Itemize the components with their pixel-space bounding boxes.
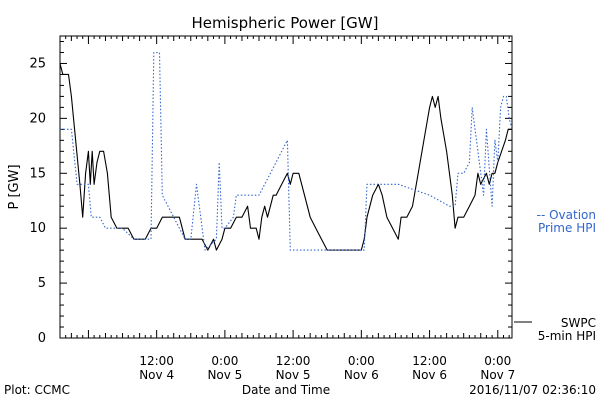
legend-ovation: -- Ovation Prime HPI (537, 208, 596, 235)
legend-ovation-line1: -- Ovation (537, 208, 596, 222)
y-tick-label: 5 (38, 276, 46, 291)
x-tick-label-date: Nov 6 (344, 368, 379, 382)
x-tick-label-date: Nov 5 (276, 368, 311, 382)
legend-swpc: SWPC 5-min HPI (514, 316, 596, 343)
plot-timestamp: 2016/11/07 02:36:10 (469, 383, 596, 397)
y-tick-label: 20 (29, 111, 46, 126)
chart-title: Hemispheric Power [GW] (192, 14, 379, 32)
y-tick-label: 15 (29, 166, 46, 181)
y-axis-label: P [GW] (7, 164, 22, 209)
x-tick-label-time: 12:00 (139, 354, 174, 368)
y-tick-label: 10 (29, 221, 46, 236)
plot-area-frame (59, 35, 513, 339)
x-tick-label-date: Nov 6 (412, 368, 447, 382)
y-tick-label: 25 (29, 56, 46, 71)
x-tick-label-time: 0:00 (484, 354, 511, 368)
legend-ovation-line2: Prime HPI (538, 221, 596, 235)
x-tick-label-time: 12:00 (276, 354, 311, 368)
y-tick-label: 0 (38, 331, 46, 346)
series-ovation-line (60, 51, 513, 251)
legend-swpc-line2: 5-min HPI (538, 329, 596, 343)
x-tick-label-time: 0:00 (211, 354, 238, 368)
x-axis-label: Date and Time (242, 383, 330, 397)
tick-marks (59, 36, 512, 339)
series-swpc-line (59, 63, 512, 251)
x-tick-label-time: 12:00 (412, 354, 447, 368)
series-layer (59, 51, 513, 251)
legend-swpc-line1: SWPC (561, 316, 596, 330)
x-tick-label-date: Nov 7 (480, 368, 515, 382)
x-tick-label-date: Nov 4 (139, 368, 174, 382)
x-tick-label-date: Nov 5 (207, 368, 242, 382)
plot-credit: Plot: CCMC (4, 383, 70, 397)
x-tick-label-time: 0:00 (348, 354, 375, 368)
